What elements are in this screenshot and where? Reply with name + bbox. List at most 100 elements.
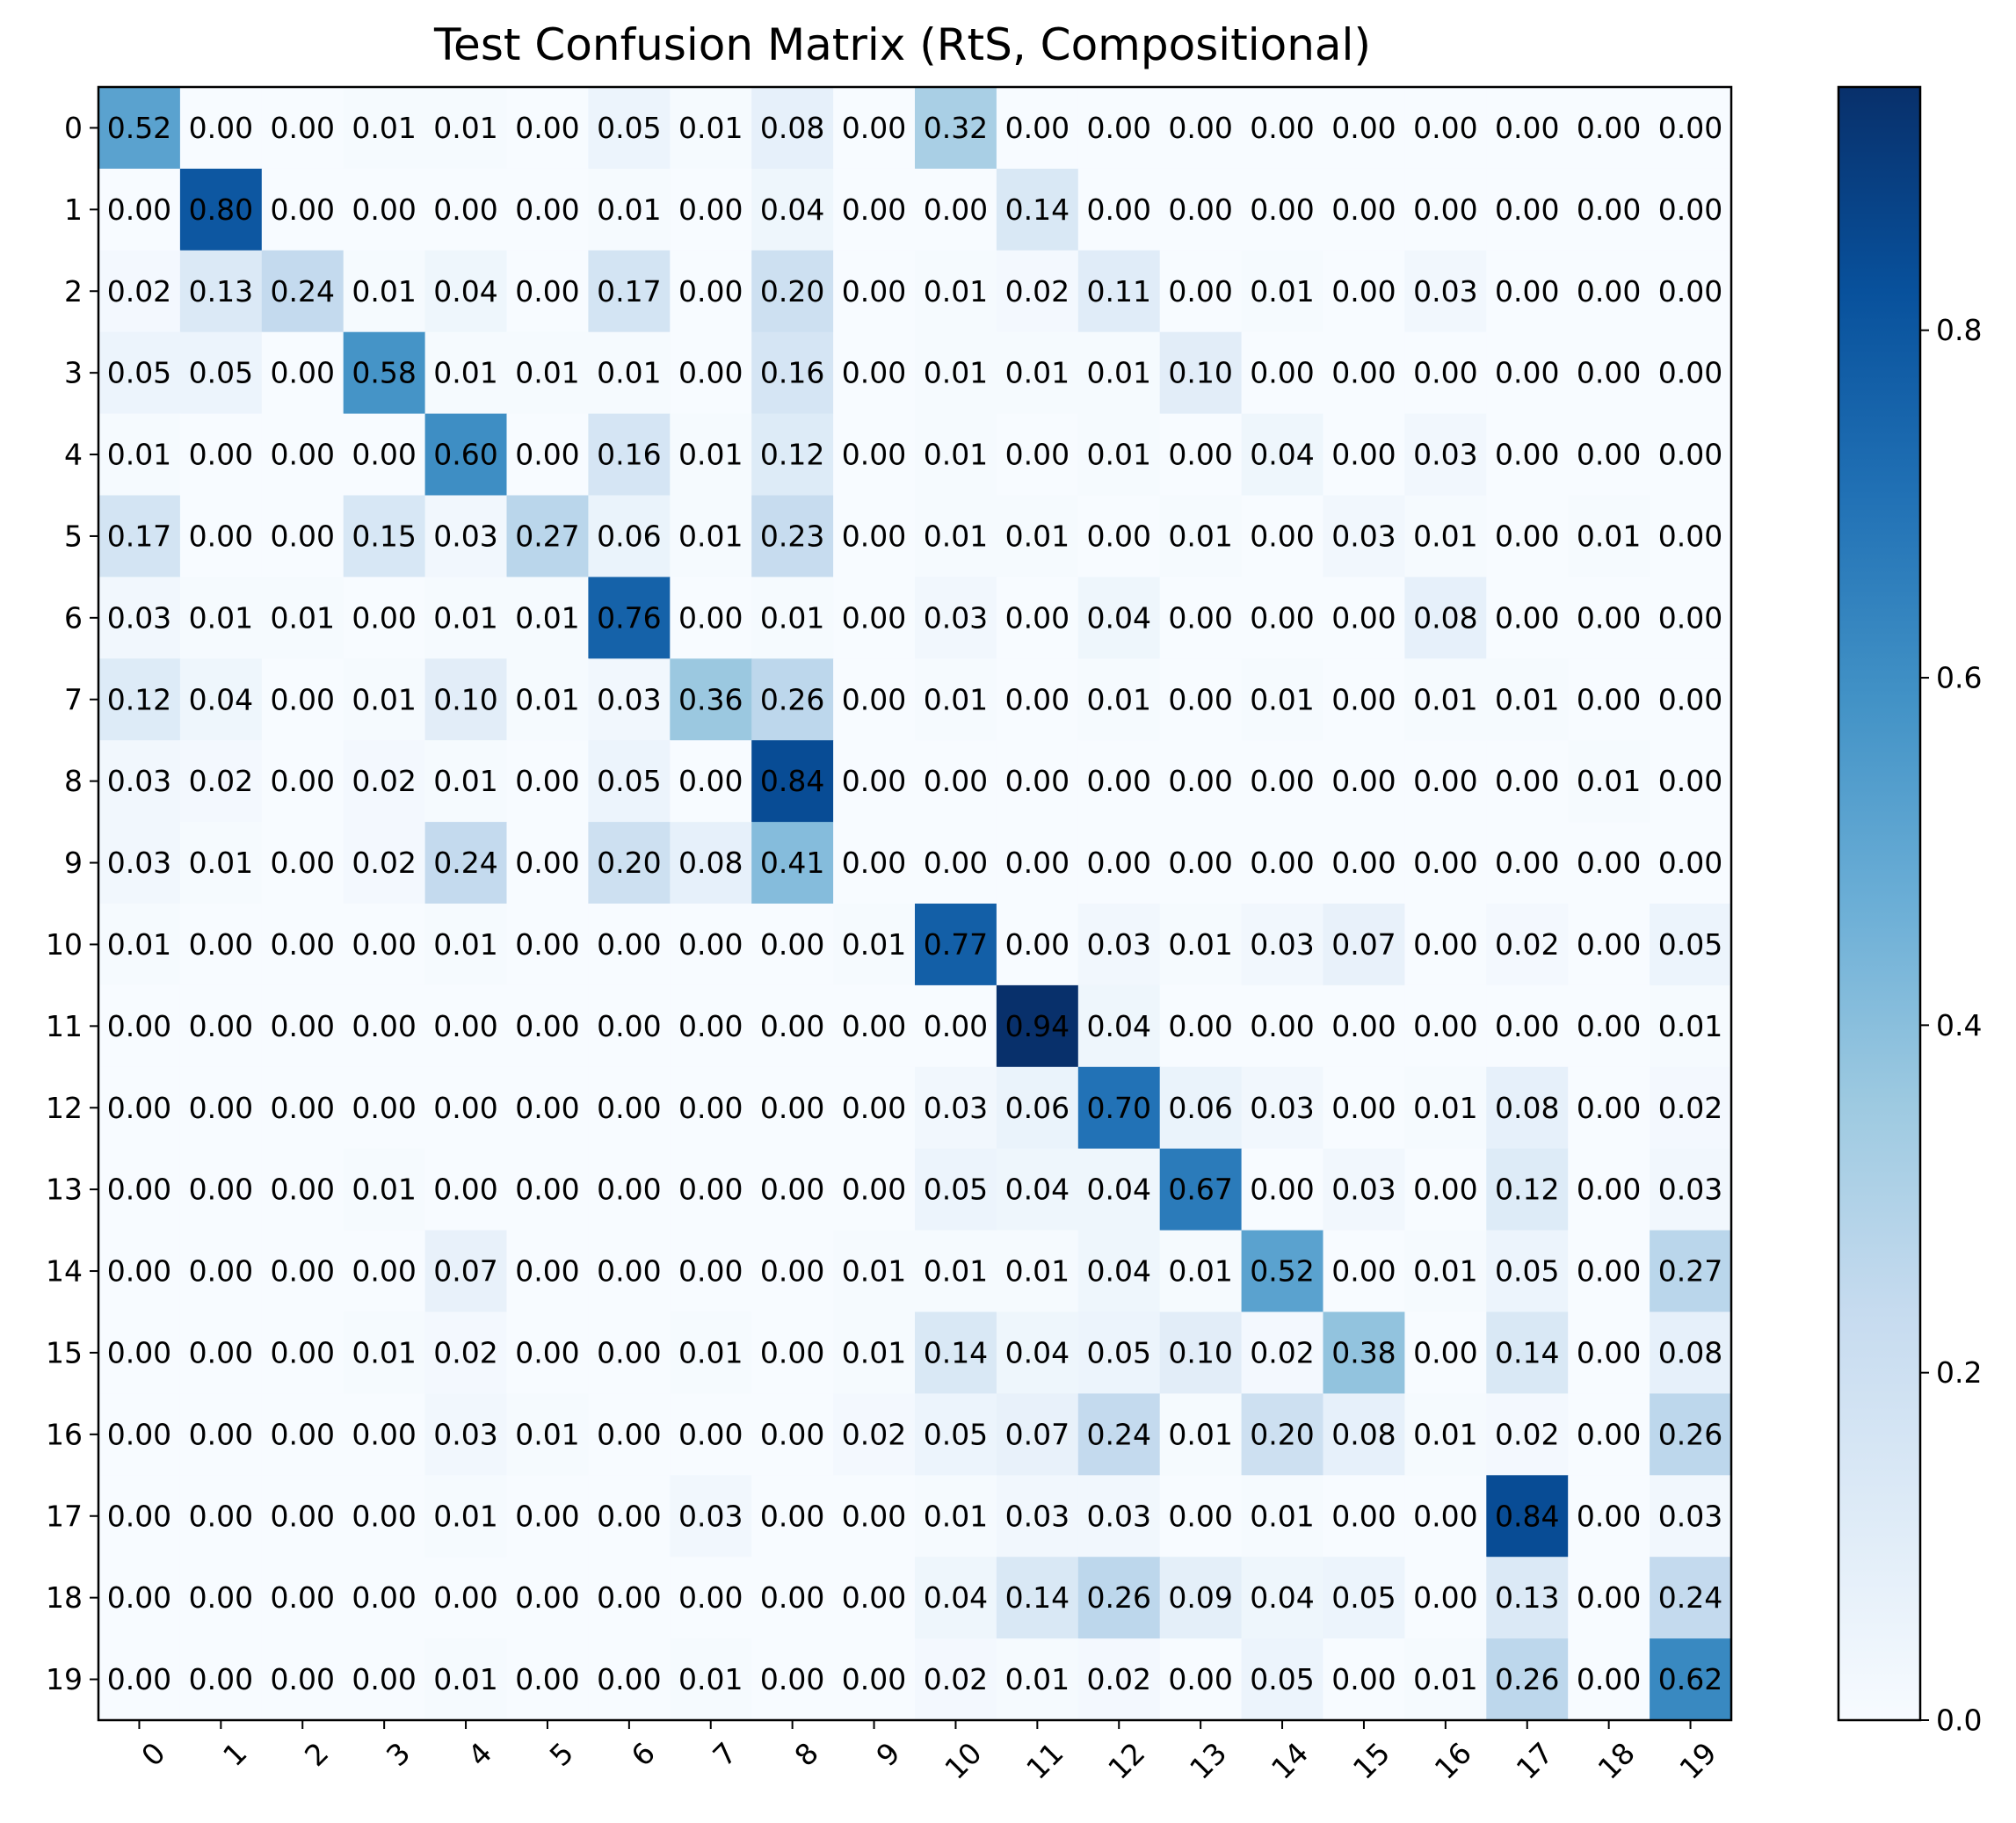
y-tick-label-3: 3	[64, 356, 83, 390]
heatmap-cell-r19-c7	[670, 1638, 752, 1721]
cell-label-r3-c15: 0.00	[1331, 356, 1396, 390]
cell-label-r19-c7: 0.01	[678, 1662, 743, 1696]
heatmap-cell-r0-c3	[343, 87, 426, 170]
cell-label-r4-c4: 0.60	[433, 438, 497, 472]
cell-label-r7-c5: 0.01	[515, 682, 579, 716]
heatmap-cell-r7-c17	[1486, 658, 1569, 741]
heatmap-cell-r6-c5	[506, 577, 589, 659]
cell-label-r2-c10: 0.01	[924, 274, 988, 309]
cell-label-r15-c10: 0.14	[924, 1335, 988, 1369]
cell-label-r13-c18: 0.00	[1577, 1173, 1641, 1207]
heatmap-cell-r7-c10	[915, 658, 997, 741]
cell-label-r10-c8: 0.00	[760, 927, 824, 962]
cell-label-r18-c11: 0.14	[1005, 1580, 1070, 1615]
cell-label-r11-c17: 0.00	[1495, 1009, 1559, 1043]
heatmap-cell-r9-c14	[1241, 822, 1324, 904]
cell-label-r4-c12: 0.01	[1087, 438, 1151, 472]
cell-label-r4-c19: 0.00	[1658, 438, 1722, 472]
heatmap-cell-r15-c13	[1159, 1311, 1243, 1394]
cell-label-r11-c2: 0.00	[271, 1009, 335, 1043]
cell-label-r8-c19: 0.00	[1658, 764, 1722, 798]
cell-label-r6-c5: 0.01	[515, 600, 579, 635]
heatmap-cell-r16-c15	[1323, 1393, 1405, 1476]
cell-label-r6-c19: 0.00	[1658, 600, 1722, 635]
heatmap-cell-r6-c1	[179, 577, 263, 659]
heatmap-cell-r9-c3	[343, 822, 426, 904]
cell-label-r18-c4: 0.00	[433, 1580, 497, 1615]
cell-label-r9-c7: 0.08	[678, 846, 743, 880]
heatmap-cell-r3-c18	[1568, 331, 1650, 415]
cell-label-r15-c19: 0.08	[1658, 1335, 1722, 1369]
cell-label-r19-c14: 0.05	[1250, 1662, 1314, 1696]
cell-label-r15-c4: 0.02	[433, 1335, 497, 1369]
y-tick-label-12: 12	[46, 1091, 83, 1125]
y-tick-label-14: 14	[46, 1254, 83, 1289]
cell-label-r17-c8: 0.00	[760, 1499, 824, 1533]
heatmap-cell-r0-c1	[179, 87, 263, 170]
cell-label-r0-c14: 0.00	[1250, 111, 1314, 145]
heatmap-cell-r3-c9	[833, 331, 916, 415]
heatmap-cell-r12-c16	[1404, 1066, 1487, 1150]
cell-label-r14-c8: 0.00	[760, 1254, 824, 1289]
heatmap-cell-r11-c16	[1404, 984, 1487, 1068]
heatmap-cell-r15-c4	[424, 1311, 508, 1394]
heatmap-cell-r16-c10	[915, 1393, 997, 1476]
heatmap-cell-r18-c15	[1323, 1557, 1405, 1639]
colorbar-tick-label-4: 0.8	[1936, 313, 1982, 347]
heatmap-cell-r15-c9	[833, 1311, 916, 1394]
heatmap-cell-r13-c2	[261, 1148, 344, 1231]
cell-label-r19-c17: 0.26	[1495, 1662, 1559, 1696]
heatmap-cell-r19-c19	[1650, 1638, 1732, 1721]
heatmap-cell-r14-c12	[1077, 1230, 1161, 1313]
heatmap-cell-r15-c3	[343, 1311, 426, 1394]
cell-label-r3-c19: 0.00	[1658, 356, 1722, 390]
cell-label-r2-c14: 0.01	[1250, 274, 1314, 309]
cell-label-r2-c9: 0.00	[842, 274, 906, 309]
heatmap-cell-r16-c3	[343, 1393, 426, 1476]
cell-label-r5-c0: 0.17	[107, 519, 171, 553]
cell-label-r15-c15: 0.38	[1331, 1335, 1396, 1369]
cell-label-r3-c9: 0.00	[842, 356, 906, 390]
cell-label-r11-c16: 0.00	[1413, 1009, 1477, 1043]
cell-label-r6-c7: 0.00	[678, 600, 743, 635]
heatmap-cell-r13-c0	[98, 1148, 181, 1231]
heatmap-cell-r8-c13	[1159, 740, 1243, 823]
x-tick-label-19: 19	[1672, 1736, 1722, 1786]
heatmap-cell-r14-c6	[588, 1230, 671, 1313]
cell-label-r5-c6: 0.06	[597, 519, 661, 553]
cell-label-r12-c12: 0.70	[1087, 1091, 1151, 1125]
cell-label-r17-c6: 0.00	[597, 1499, 661, 1533]
y-tick-label-8: 8	[64, 764, 83, 798]
cell-label-r2-c1: 0.13	[189, 274, 253, 309]
heatmap-cell-r10-c0	[98, 904, 181, 986]
cell-label-r6-c16: 0.08	[1413, 600, 1477, 635]
x-tick-label-18: 18	[1592, 1736, 1642, 1786]
heatmap-cell-r5-c14	[1241, 495, 1324, 577]
heatmap-cell-r11-c5	[506, 984, 589, 1068]
colorbar	[1837, 85, 1922, 1722]
heatmap-cell-r19-c12	[1077, 1638, 1161, 1721]
heatmap-cell-r7-c18	[1568, 658, 1650, 741]
cell-label-r15-c13: 0.10	[1168, 1335, 1232, 1369]
heatmap-cell-r9-c8	[751, 822, 834, 904]
heatmap-cell-r11-c19	[1650, 984, 1732, 1068]
heatmap-cell-r3-c17	[1486, 331, 1569, 415]
heatmap-cell-r10-c9	[833, 904, 916, 986]
heatmap-cell-r15-c19	[1650, 1311, 1732, 1394]
heatmap-cell-r7-c4	[424, 658, 508, 741]
heatmap-cell-r19-c11	[996, 1638, 1079, 1721]
cell-label-r0-c13: 0.00	[1168, 111, 1232, 145]
heatmap-cell-r3-c19	[1650, 331, 1732, 415]
heatmap-cell-r18-c18	[1568, 1557, 1650, 1639]
heatmap-cell-r9-c1	[179, 822, 263, 904]
heatmap-cell-r1-c7	[670, 168, 752, 251]
cell-label-r12-c9: 0.00	[842, 1091, 906, 1125]
heatmap-cell-r16-c2	[261, 1393, 344, 1476]
cell-label-r6-c17: 0.00	[1495, 600, 1559, 635]
cell-label-r0-c19: 0.00	[1658, 111, 1722, 145]
x-tick-label-12: 12	[1101, 1736, 1151, 1786]
heatmap-cell-r4-c10	[915, 413, 997, 497]
heatmap-cell-r4-c0	[98, 413, 181, 497]
